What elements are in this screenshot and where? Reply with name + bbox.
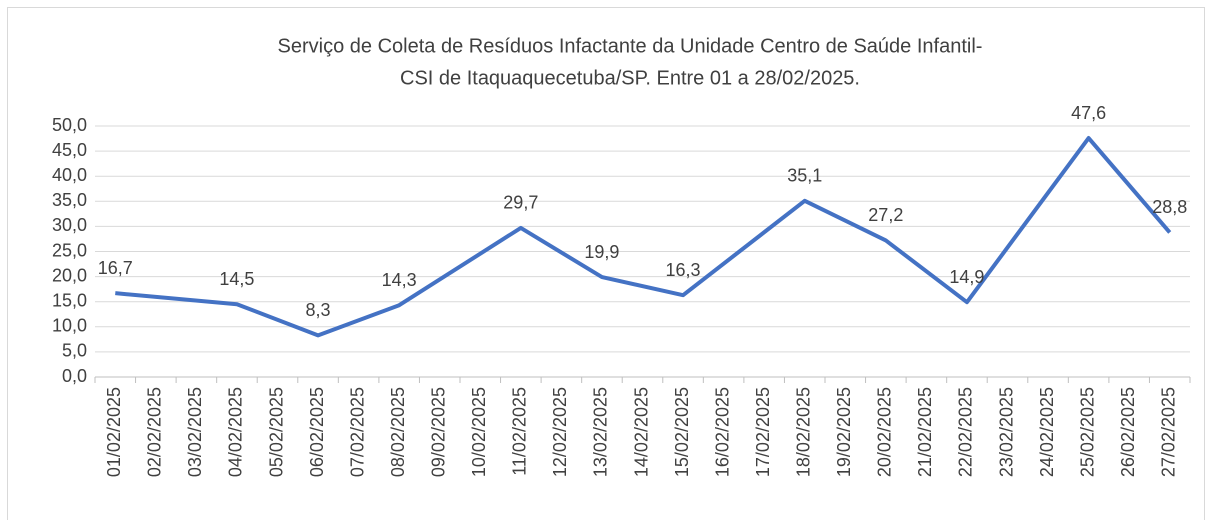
x-tick-label: 03/02/2025 xyxy=(185,387,205,477)
data-label: 14,9 xyxy=(949,267,984,287)
x-tick-label: 23/02/2025 xyxy=(996,387,1016,477)
x-tick-label: 05/02/2025 xyxy=(266,387,286,477)
data-label: 16,7 xyxy=(98,258,133,278)
data-label: 8,3 xyxy=(306,300,331,320)
y-tick-label: 20,0 xyxy=(52,265,87,285)
x-tick-label: 18/02/2025 xyxy=(793,387,813,477)
y-tick-label: 40,0 xyxy=(52,165,87,185)
x-tick-label: 06/02/2025 xyxy=(307,387,327,477)
x-tick-label: 16/02/2025 xyxy=(712,387,732,477)
chart-border xyxy=(7,7,1205,520)
x-tick-label: 09/02/2025 xyxy=(428,387,448,477)
data-label: 29,7 xyxy=(503,193,538,213)
chart-title: Serviço de Coleta de Resíduos Infactante… xyxy=(278,35,983,57)
x-tick-label: 11/02/2025 xyxy=(510,387,530,476)
y-tick-label: 35,0 xyxy=(52,190,87,210)
x-tick-label: 15/02/2025 xyxy=(672,387,692,477)
x-tick-label: 08/02/2025 xyxy=(388,387,408,477)
x-tick-label: 10/02/2025 xyxy=(469,387,489,477)
data-label: 35,1 xyxy=(787,166,822,186)
data-line xyxy=(115,136,1172,338)
y-tick-label: 45,0 xyxy=(52,140,87,160)
x-tick-label: 17/02/2025 xyxy=(753,387,773,477)
x-tick-label: 24/02/2025 xyxy=(1037,387,1057,477)
chart-title: CSI de Itaquaquecetuba/SP. Entre 01 a 28… xyxy=(400,67,860,89)
y-tick-label: 0,0 xyxy=(62,366,87,386)
x-tick-label: 04/02/2025 xyxy=(226,387,246,477)
y-tick-label: 50,0 xyxy=(52,115,87,135)
y-tick-label: 25,0 xyxy=(52,240,87,260)
y-tick-label: 10,0 xyxy=(52,316,87,336)
x-tick-label: 27/02/2025 xyxy=(1158,387,1178,477)
x-tick-label: 19/02/2025 xyxy=(834,387,854,477)
x-tick-label: 26/02/2025 xyxy=(1118,387,1138,477)
x-tick-label: 01/02/2025 xyxy=(104,387,124,477)
x-tick-label: 07/02/2025 xyxy=(347,387,367,477)
x-tick-label: 02/02/2025 xyxy=(145,387,165,477)
data-label: 28,8 xyxy=(1152,197,1187,217)
x-tick-label: 25/02/2025 xyxy=(1077,387,1097,477)
x-tick-label: 13/02/2025 xyxy=(591,387,611,477)
data-label: 19,9 xyxy=(584,242,619,262)
data-label: 47,6 xyxy=(1071,103,1106,123)
y-tick-label: 30,0 xyxy=(52,215,87,235)
x-tick-label: 20/02/2025 xyxy=(875,387,895,477)
data-label: 14,3 xyxy=(382,270,417,290)
x-tick-label: 22/02/2025 xyxy=(956,387,976,477)
data-label: 16,3 xyxy=(666,260,701,280)
x-tick-label: 21/02/2025 xyxy=(915,387,935,477)
y-tick-label: 15,0 xyxy=(52,290,87,310)
data-label: 27,2 xyxy=(868,205,903,225)
data-label: 14,5 xyxy=(219,269,254,289)
x-tick-label: 14/02/2025 xyxy=(631,387,651,477)
x-tick-label: 12/02/2025 xyxy=(550,387,570,477)
y-tick-label: 5,0 xyxy=(62,341,87,361)
